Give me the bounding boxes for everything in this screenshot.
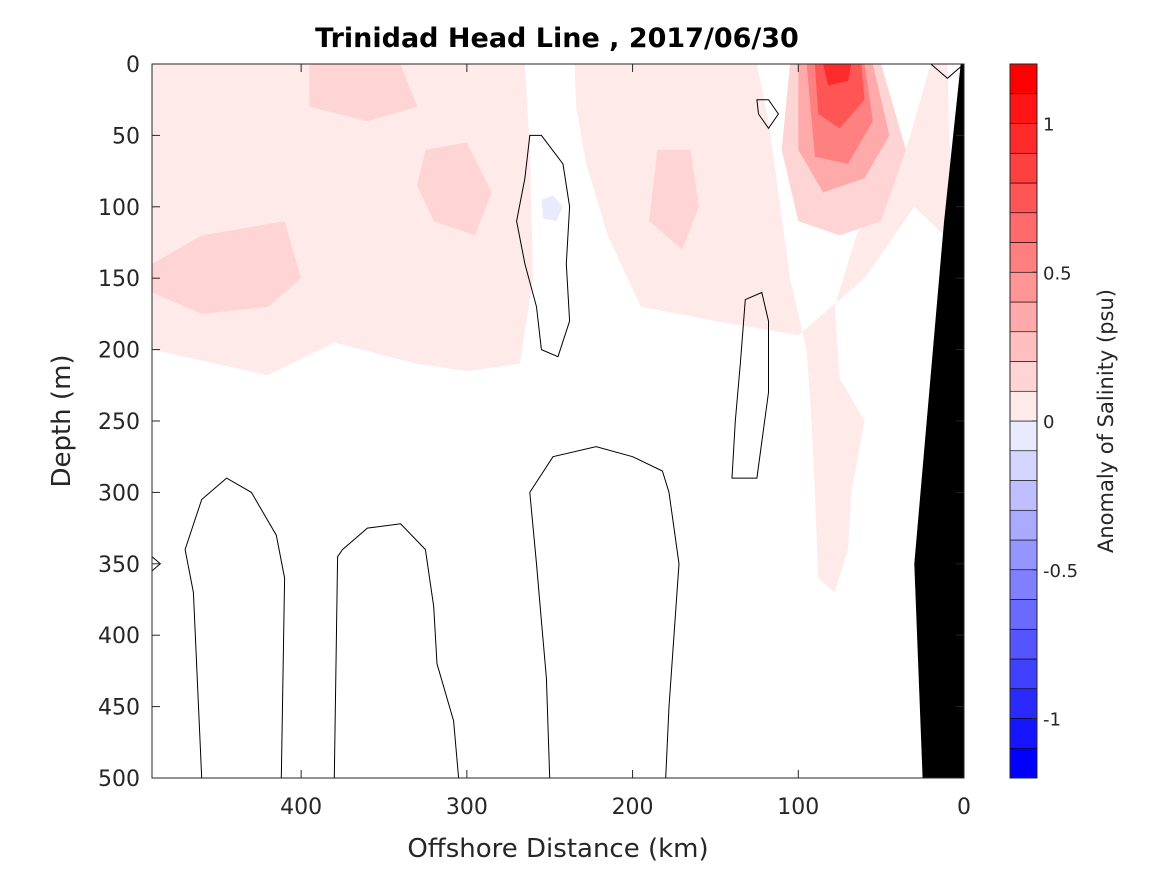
colorbar-segment <box>1009 271 1038 303</box>
colorbar-segment <box>1009 301 1038 333</box>
colorbar-segment <box>1009 599 1038 630</box>
y-tick-label: 300 <box>98 481 140 506</box>
colorbar-segment <box>1009 212 1038 243</box>
y-axis: 0 50 100 150 200 250 300 350 400 450 500 <box>98 53 964 792</box>
colorbar-segment <box>1009 331 1038 362</box>
colorbar-segment <box>1009 628 1038 660</box>
chart-title: Trinidad Head Line , 2017/06/30 <box>315 23 799 54</box>
x-tick-label: 0 <box>957 795 971 820</box>
colorbar-segment <box>1009 63 1038 95</box>
x-tick-label: 300 <box>446 795 488 820</box>
zero-contour-0 <box>516 134 571 358</box>
colorbar-tick-label: 0.5 <box>1043 263 1072 284</box>
y-tick-label: 150 <box>98 267 140 292</box>
colorbar-segment <box>1009 718 1038 749</box>
zero-contour-6 <box>930 64 964 79</box>
colorbar-tick-label: 0 <box>1043 412 1054 433</box>
colorbar-tick-label: 1 <box>1043 115 1054 136</box>
anomaly-region-3 <box>417 142 492 236</box>
zero-contour-7 <box>152 556 162 572</box>
colorbar-segment <box>1009 569 1038 600</box>
colorbar-segment <box>1009 688 1038 719</box>
y-tick-label: 450 <box>98 696 140 721</box>
colorbar-segment <box>1009 182 1038 214</box>
y-tick-label: 250 <box>98 410 140 435</box>
colorbar-tick-label: -0.5 <box>1043 561 1078 582</box>
colorbar-segment <box>1009 658 1038 690</box>
zero-contour-5 <box>756 99 780 130</box>
anomaly-regions <box>152 64 951 593</box>
x-tick-label: 400 <box>280 795 322 820</box>
zero-contours <box>152 64 964 778</box>
colorbar-segment <box>1009 539 1038 571</box>
y-tick-label: 350 <box>98 553 140 578</box>
x-axis: 400 300 200 100 0 <box>280 64 971 820</box>
colorbar-segment <box>1009 420 1038 452</box>
x-tick-label: 200 <box>612 795 654 820</box>
anomaly-region-4 <box>649 149 699 250</box>
zero-contour-2 <box>333 523 460 778</box>
y-axis-label: Depth (m) <box>47 354 77 487</box>
colorbar-segment <box>1009 390 1038 422</box>
colorbar-segment <box>1009 509 1038 541</box>
anomaly-region-2 <box>152 221 302 314</box>
y-tick-label: 500 <box>98 767 140 792</box>
colorbar-segment <box>1009 747 1038 779</box>
colorbar-segment <box>1009 152 1038 184</box>
y-tick-label: 100 <box>98 196 140 221</box>
colorbar-segment <box>1009 242 1038 273</box>
y-tick-label: 400 <box>98 624 140 649</box>
zero-contour-1 <box>184 477 286 778</box>
bathymetry <box>914 64 964 778</box>
zero-contour-3 <box>529 446 680 778</box>
colorbar-label: Anomaly of Salinity (psu) <box>1094 289 1118 553</box>
x-axis-label: Offshore Distance (km) <box>407 834 708 864</box>
colorbar-segment <box>1009 480 1038 511</box>
colorbar-segment <box>1009 450 1038 481</box>
x-tick-label: 100 <box>777 795 819 820</box>
colorbar-segment <box>1009 123 1038 154</box>
y-tick-label: 200 <box>98 339 140 364</box>
anomaly-region-10 <box>823 64 852 86</box>
anomaly-region-11 <box>541 195 563 222</box>
colorbar-segment <box>1009 93 1038 124</box>
zero-contour-4 <box>731 291 769 479</box>
colorbar-tick-label: -1 <box>1043 710 1061 731</box>
anomaly-region-5 <box>309 64 418 122</box>
colorbar-segment <box>1009 361 1038 392</box>
colorbar: 1 0.5 0 -0.5 -1 <box>1009 63 1078 779</box>
y-tick-label: 0 <box>126 53 140 78</box>
y-tick-label: 50 <box>112 124 140 149</box>
